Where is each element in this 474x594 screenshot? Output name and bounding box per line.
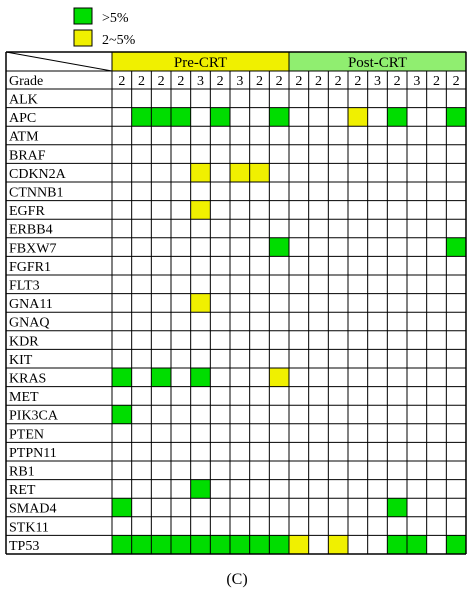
gene-label-tp53: TP53 bbox=[9, 539, 39, 554]
cell-tp53-3 bbox=[151, 535, 171, 554]
cell-tp53-7 bbox=[230, 535, 250, 554]
cell-apc-15 bbox=[387, 107, 407, 127]
grade-value: 2 bbox=[158, 74, 165, 89]
gene-label-ctnnb1: CTNNB1 bbox=[9, 186, 63, 201]
grade-value: 3 bbox=[236, 74, 243, 89]
grade-value: 2 bbox=[276, 74, 283, 89]
cell-kras-3 bbox=[151, 368, 171, 387]
gene-label-flt3: FLT3 bbox=[9, 279, 40, 294]
cell-apc-18 bbox=[446, 107, 466, 127]
cell-tp53-12 bbox=[328, 535, 348, 554]
legend-swatch-high bbox=[73, 7, 93, 25]
gene-label-erbb4: ERBB4 bbox=[9, 223, 53, 238]
gene-label-gnaq: GNAQ bbox=[9, 316, 49, 331]
gene-label-egfr: EGFR bbox=[9, 204, 45, 219]
cell-tp53-16 bbox=[407, 535, 427, 554]
gene-label-ptpn11: PTPN11 bbox=[9, 446, 57, 461]
gene-label-stk11: STK11 bbox=[9, 520, 49, 535]
gene-label-fbxw7: FBXW7 bbox=[9, 241, 56, 256]
cell-kras-9 bbox=[269, 368, 289, 387]
grade-value: 2 bbox=[315, 74, 322, 89]
figure-caption: (C) bbox=[226, 571, 247, 588]
group-label-post: Post-CRT bbox=[348, 55, 407, 71]
cell-apc-9 bbox=[269, 107, 289, 127]
grade-value: 2 bbox=[217, 74, 224, 89]
cell-smad4-15 bbox=[387, 498, 407, 517]
legend-label-high: >5% bbox=[102, 11, 129, 26]
cell-kras-1 bbox=[112, 368, 132, 387]
cell-tp53-4 bbox=[171, 535, 191, 554]
gene-label-rb1: RB1 bbox=[9, 465, 35, 480]
legend-label-mid: 2~5% bbox=[102, 33, 136, 48]
cell-tp53-9 bbox=[269, 535, 289, 554]
grade-value: 2 bbox=[118, 74, 125, 89]
cell-apc-6 bbox=[210, 107, 230, 127]
gene-label-kras: KRAS bbox=[9, 372, 46, 387]
grade-value: 2 bbox=[256, 74, 263, 89]
cell-cdkn2a-5 bbox=[190, 163, 211, 182]
gene-label-braf: BRAF bbox=[9, 148, 46, 163]
cell-cdkn2a-7 bbox=[230, 163, 250, 182]
cell-apc-3 bbox=[151, 107, 171, 127]
gene-label-apc: APC bbox=[9, 111, 36, 126]
cell-apc-13 bbox=[348, 107, 368, 127]
cell-fbxw7-9 bbox=[269, 237, 289, 257]
grade-value: 3 bbox=[374, 74, 381, 89]
grade-value: 2 bbox=[354, 74, 361, 89]
gene-label-pten: PTEN bbox=[9, 427, 44, 442]
cell-apc-4 bbox=[171, 107, 191, 127]
header-diagonal bbox=[5, 51, 113, 72]
grade-value: 2 bbox=[394, 74, 401, 89]
group-label-pre: Pre-CRT bbox=[174, 55, 227, 71]
cell-ret-5 bbox=[190, 479, 211, 499]
gene-label-kit: KIT bbox=[9, 353, 33, 368]
cell-tp53-18 bbox=[446, 535, 466, 554]
gene-label-smad4: SMAD4 bbox=[9, 502, 56, 517]
grade-value: 3 bbox=[413, 74, 420, 89]
gene-label-fgfr1: FGFR1 bbox=[9, 260, 51, 275]
legend: >5% 2~5% bbox=[73, 7, 136, 48]
cell-egfr-5 bbox=[190, 200, 211, 220]
grade-value: 2 bbox=[177, 74, 184, 89]
cell-apc-2 bbox=[131, 107, 152, 127]
cell-tp53-1 bbox=[112, 535, 132, 554]
gene-label-met: MET bbox=[9, 390, 39, 405]
cell-cdkn2a-8 bbox=[249, 163, 270, 182]
grade-value: 2 bbox=[335, 74, 342, 89]
cell-fbxw7-18 bbox=[446, 237, 466, 257]
gene-label-atm: ATM bbox=[9, 130, 39, 145]
cell-kras-5 bbox=[190, 368, 211, 387]
gene-label-ret: RET bbox=[9, 483, 36, 498]
cell-gna11-5 bbox=[190, 293, 211, 313]
cell-tp53-5 bbox=[190, 535, 211, 554]
cell-pik3ca-1 bbox=[112, 405, 132, 424]
cell-tp53-6 bbox=[210, 535, 230, 554]
cell-tp53-10 bbox=[289, 535, 309, 554]
cell-smad4-1 bbox=[112, 498, 132, 517]
gene-label-kdr: KDR bbox=[9, 334, 39, 349]
cell-tp53-15 bbox=[387, 535, 407, 554]
grade-value: 2 bbox=[295, 74, 302, 89]
grade-value: 2 bbox=[138, 74, 145, 89]
gene-label-alk: ALK bbox=[9, 93, 38, 108]
cell-tp53-2 bbox=[131, 535, 152, 554]
grade-value: 2 bbox=[433, 74, 440, 89]
grade-value: 2 bbox=[453, 74, 460, 89]
grade-row-label: Grade bbox=[9, 74, 43, 89]
grade-value: 3 bbox=[197, 74, 204, 89]
legend-swatch-mid bbox=[73, 29, 93, 47]
gene-label-pik3ca: PIK3CA bbox=[9, 409, 59, 424]
gene-label-cdkn2a: CDKN2A bbox=[9, 167, 67, 182]
cell-tp53-8 bbox=[249, 535, 270, 554]
gene-label-gna11: GNA11 bbox=[9, 297, 53, 312]
